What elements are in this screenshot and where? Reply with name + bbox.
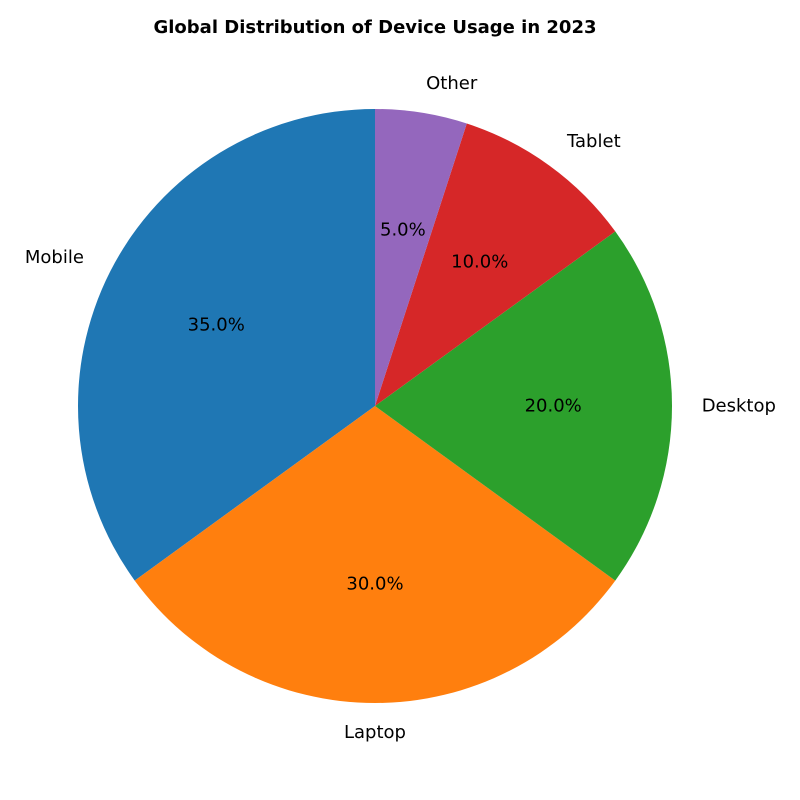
pie-slice-laptop (134, 406, 616, 704)
pie-slice-mobile (77, 109, 375, 581)
pie-category-label-desktop: Desktop (702, 396, 776, 417)
pie-percent-label-tablet: 10.0% (451, 251, 508, 272)
pie-labels: 35.0% Mobile 30.0% Laptop 20.0% Desktop 10.0% T… (25, 73, 776, 743)
pie-slice-tablet (375, 123, 616, 406)
pie-category-label-other: Other (426, 73, 478, 94)
pie-slice-other (375, 109, 467, 406)
chart-title: Global Distribution of Device Usage in 2… (153, 17, 596, 38)
pie-category-label-tablet: Tablet (566, 131, 621, 152)
pie-percent-label-other: 5.0% (380, 219, 426, 240)
pie-slices (77, 109, 673, 704)
pie-percent-label-desktop: 20.0% (525, 396, 582, 417)
pie-percent-label-mobile: 35.0% (188, 315, 245, 336)
pie-category-label-laptop: Laptop (344, 722, 406, 743)
pie-category-label-mobile: Mobile (25, 247, 84, 268)
pie-percent-label-laptop: 30.0% (346, 574, 403, 595)
pie-slice-desktop (375, 231, 673, 581)
